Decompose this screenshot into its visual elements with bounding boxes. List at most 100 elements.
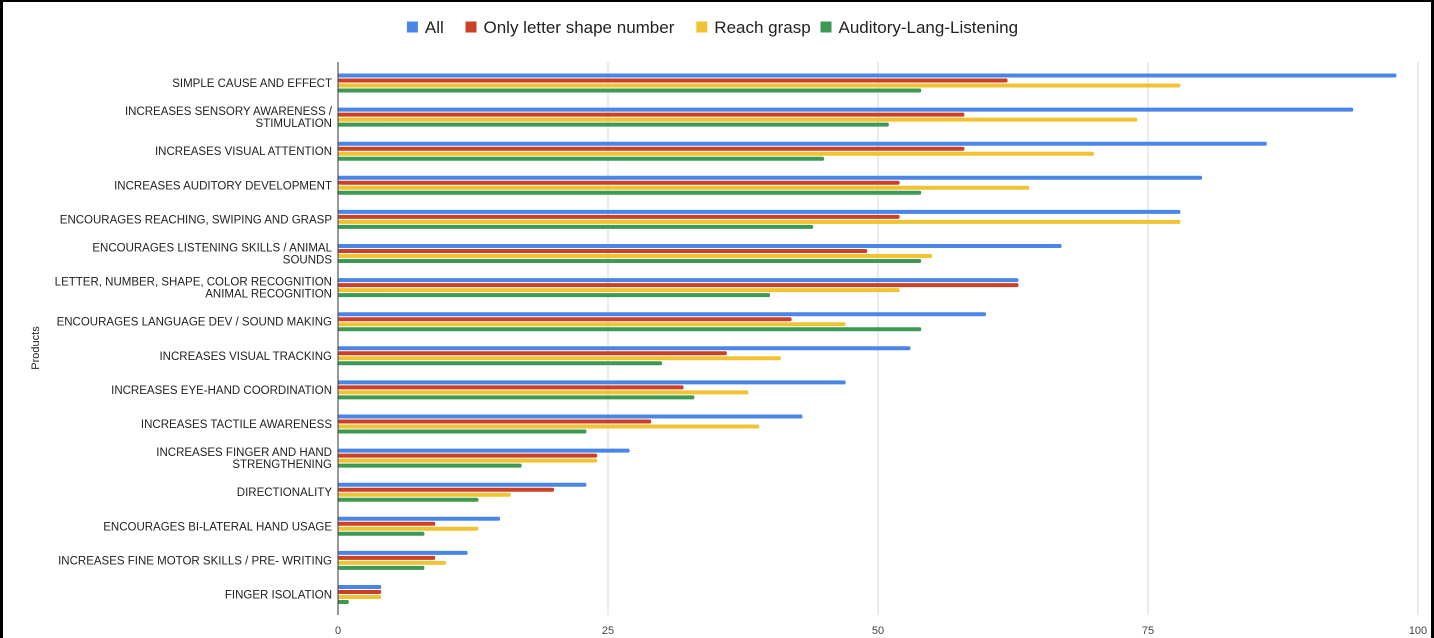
bar-2-4	[338, 180, 900, 185]
legend-label-4: Auditory-Lang-Listening	[839, 18, 1019, 37]
category-label-line: ANIMAL RECOGNITION	[205, 289, 332, 301]
category-label-line: FINGER ISOLATION	[225, 590, 332, 602]
bar-1-12	[338, 448, 630, 453]
bar-3-3	[338, 151, 1094, 156]
bar-1-1	[338, 73, 1397, 78]
bar-2-12	[338, 453, 598, 458]
category-label: ENCOURAGES BI-LATERAL HAND USAGE	[103, 521, 332, 533]
bar-2-11	[338, 419, 652, 424]
category-label: INCREASES VISUAL TRACKING	[159, 351, 332, 363]
x-tick-label-50: 50	[872, 625, 884, 637]
bar-4-10	[338, 395, 695, 400]
category-label: ENCOURAGES LANGUAGE DEV / SOUND MAKING	[57, 317, 332, 329]
bar-3-8	[338, 322, 846, 327]
legend-label-3: Reach grasp	[714, 18, 810, 37]
bar-1-4	[338, 175, 1202, 180]
legend: All Only letter shape number Reach grasp Au…	[406, 18, 1019, 37]
bar-4-12	[338, 463, 522, 468]
x-tick-label-0: 0	[335, 625, 341, 637]
category-label: INCREASES FINE MOTOR SKILLS / PRE- WRITI…	[58, 555, 332, 567]
bar-3-7	[338, 288, 900, 293]
bar-4-4	[338, 190, 922, 195]
category-label-line: STRENGTHENING	[232, 459, 332, 471]
bar-2-5	[338, 214, 900, 219]
bar-1-14	[338, 516, 500, 521]
x-tick-label-100: 100	[1409, 625, 1427, 637]
bar-3-10	[338, 390, 749, 395]
legend-swatch-1	[406, 21, 418, 33]
bar-2-13	[338, 487, 554, 492]
bar-2-3	[338, 146, 965, 151]
bar-3-1	[338, 83, 1181, 88]
bar-4-2	[338, 122, 889, 127]
category-label: SIMPLE CAUSE AND EFFECT	[172, 78, 332, 90]
bar-2-16	[338, 590, 382, 594]
bar-4-7	[338, 293, 770, 298]
category-label: ENCOURAGES LISTENING SKILLS / ANIMAL SOUN…	[92, 243, 332, 267]
bar-2-6	[338, 249, 868, 253]
bar-2-1	[338, 78, 1008, 83]
x-tick-labels: 0 25 50 75 100	[335, 625, 1427, 637]
category-label: INCREASES AUDITORY DEVELOPMENT	[114, 180, 332, 192]
bar-4-15	[338, 565, 425, 570]
legend-swatch-3	[696, 21, 708, 33]
bar-4-16	[338, 600, 349, 604]
bar-3-2	[338, 117, 1138, 122]
bar-4-3	[338, 156, 824, 161]
bar-2-9	[338, 351, 727, 356]
legend-label-2: Only letter shape number	[484, 18, 675, 37]
bar-4-9	[338, 361, 662, 366]
bar-1-9	[338, 346, 911, 351]
category-label: INCREASES VISUAL ATTENTION	[155, 146, 332, 158]
category-label-line: SOUNDS	[283, 255, 333, 267]
bar-1-11	[338, 414, 803, 419]
bar-1-7	[338, 278, 1019, 283]
category-label-line: INCREASES SENSORY AWARENESS /	[125, 106, 333, 118]
bar-3-12	[338, 458, 598, 463]
category-label: INCREASES EYE-HAND COORDINATION	[111, 385, 332, 397]
category-label: INCREASES FINGER AND HAND STRENGTHENING	[156, 447, 332, 471]
y-axis-title: Products	[30, 326, 42, 370]
legend-swatch-2	[465, 21, 477, 33]
bar-2-8	[338, 317, 792, 322]
category-label-line: INCREASES VISUAL TRACKING	[159, 351, 332, 363]
category-label-line: ENCOURAGES BI-LATERAL HAND USAGE	[103, 521, 332, 533]
legend-label-1: All	[425, 18, 444, 37]
bar-2-2	[338, 112, 965, 117]
bar-1-5	[338, 209, 1181, 214]
bar-3-16	[338, 595, 382, 599]
bar-1-15	[338, 550, 468, 555]
bar-4-14	[338, 531, 425, 536]
bar-3-4	[338, 185, 1030, 190]
bar-2-15	[338, 555, 436, 560]
category-label-line: DIRECTIONALITY	[237, 487, 333, 499]
bar-4-5	[338, 224, 814, 229]
bar-3-9	[338, 356, 781, 361]
bar-3-5	[338, 219, 1181, 224]
category-label-line: LETTER, NUMBER, SHAPE, COLOR RECOGNITION	[55, 277, 332, 289]
category-label: FINGER ISOLATION	[225, 590, 332, 602]
category-label-line: INCREASES FINGER AND HAND	[156, 447, 332, 459]
bar-3-11	[338, 424, 760, 429]
bar-1-3	[338, 141, 1267, 146]
bar-2-7	[338, 283, 1019, 288]
bar-4-6	[338, 259, 922, 263]
category-label-line: SIMPLE CAUSE AND EFFECT	[172, 78, 332, 90]
category-labels: SIMPLE CAUSE AND EFFECT INCREASES SENSORY…	[55, 78, 333, 602]
bar-1-10	[338, 380, 846, 385]
bar-3-15	[338, 560, 446, 565]
category-label: ENCOURAGES REACHING, SWIPING AND GRASP	[60, 214, 333, 226]
bar-1-2	[338, 107, 1354, 112]
bar-4-8	[338, 327, 922, 332]
category-label-line: STIMULATION	[256, 118, 332, 130]
bar-1-13	[338, 482, 587, 487]
bar-4-13	[338, 497, 479, 502]
legend-swatch-4	[820, 21, 832, 33]
bar-1-8	[338, 312, 986, 317]
category-label: INCREASES TACTILE AWARENESS	[141, 419, 332, 431]
category-label-line: INCREASES FINE MOTOR SKILLS / PRE- WRITI…	[58, 555, 332, 567]
x-tick-label-25: 25	[602, 625, 614, 637]
bar-2-14	[338, 521, 436, 526]
category-label-line: ENCOURAGES REACHING, SWIPING AND GRASP	[60, 214, 333, 226]
